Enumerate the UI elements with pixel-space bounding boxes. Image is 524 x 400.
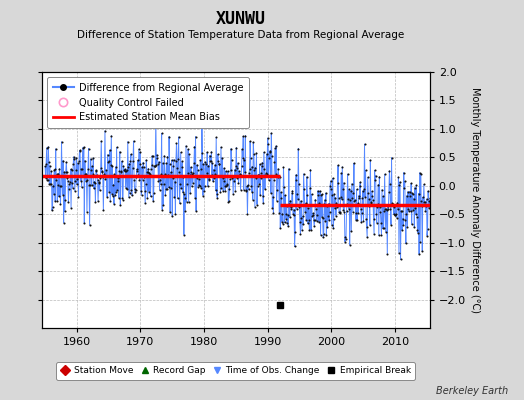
Legend: Station Move, Record Gap, Time of Obs. Change, Empirical Break: Station Move, Record Gap, Time of Obs. C…	[57, 362, 415, 380]
Y-axis label: Monthly Temperature Anomaly Difference (°C): Monthly Temperature Anomaly Difference (…	[470, 87, 480, 313]
Text: Difference of Station Temperature Data from Regional Average: Difference of Station Temperature Data f…	[78, 30, 405, 40]
Text: XUNWU: XUNWU	[216, 10, 266, 28]
Text: Berkeley Earth: Berkeley Earth	[436, 386, 508, 396]
